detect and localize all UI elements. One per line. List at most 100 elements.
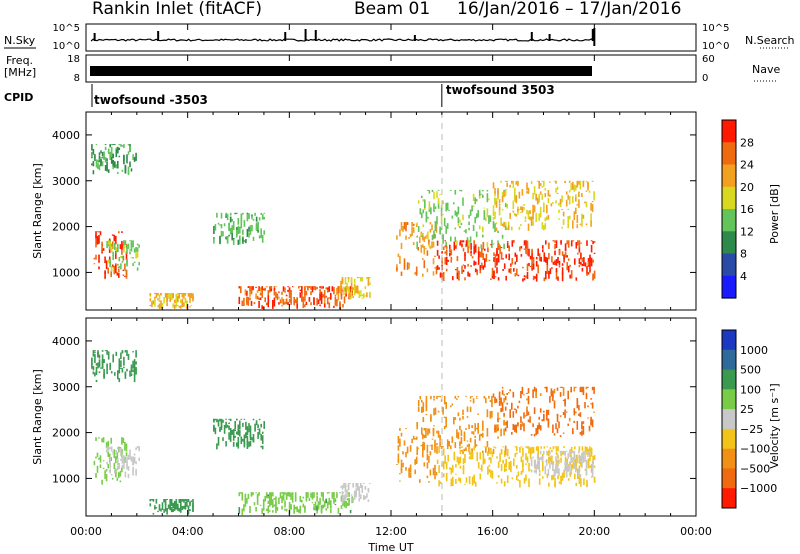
range-gate-cell [454, 395, 457, 399]
range-gate-cell [214, 428, 217, 435]
range-gate-cell [299, 496, 302, 502]
range-gate-cell [570, 454, 572, 464]
range-gate-cell [170, 499, 173, 503]
range-gate-cell [567, 390, 569, 400]
range-gate-cell [189, 306, 191, 308]
range-gate-cell [487, 451, 489, 456]
range-gate-cell [451, 403, 454, 406]
range-gate-cell [187, 505, 190, 508]
range-gate-cell [246, 290, 248, 296]
range-gate-cell [512, 180, 515, 188]
range-gate-cell [339, 286, 341, 294]
range-gate-cell [127, 353, 130, 360]
range-gate-cell [351, 496, 353, 504]
range-gate-cell [220, 230, 223, 237]
range-gate-cell [517, 405, 519, 409]
range-gate-cell [549, 194, 551, 197]
range-gate-cell [494, 188, 496, 194]
range-gate-cell [590, 220, 592, 227]
range-gate-cell [258, 428, 261, 435]
range-gate-cell [257, 424, 259, 428]
range-gate-cell [541, 455, 544, 462]
range-gate-cell [526, 409, 528, 416]
range-gate-cell [568, 190, 571, 193]
range-gate-cell [436, 240, 439, 246]
range-gate-cell [586, 446, 588, 455]
range-gate-cell [132, 263, 134, 266]
range-gate-cell [506, 402, 508, 405]
range-gate-cell [281, 305, 283, 307]
range-gate-cell [259, 292, 262, 296]
range-gate-cell [291, 492, 294, 496]
range-gate-cell [460, 449, 463, 452]
range-gate-cell [248, 214, 250, 220]
range-gate-cell [346, 494, 348, 498]
range-gate-cell [155, 293, 158, 298]
range-gate-cell [403, 222, 406, 230]
range-gate-cell [190, 293, 193, 296]
range-gate-cell [498, 199, 501, 204]
range-gate-cell [581, 268, 584, 272]
range-gate-cell [581, 257, 584, 262]
range-gate-cell [339, 492, 341, 494]
range-gate-cell [269, 498, 271, 507]
range-gate-cell [454, 210, 457, 216]
range-gate-cell [249, 286, 251, 291]
range-gate-cell [585, 180, 588, 183]
range-gate-cell [578, 191, 580, 197]
range-gate-cell [308, 297, 311, 302]
range-gate-cell [527, 388, 530, 394]
range-gate-cell [425, 428, 427, 433]
range-gate-cell [556, 413, 559, 423]
range-gate-cell [464, 265, 466, 269]
range-gate-cell [417, 400, 420, 407]
range-gate-cell [94, 372, 96, 377]
range-gate-cell [436, 216, 438, 225]
range-gate-cell [96, 231, 99, 233]
range-gate-cell [539, 408, 542, 413]
scatter-patch [530, 450, 595, 478]
range-gate-cell [296, 301, 298, 309]
range-gate-cell [240, 222, 243, 229]
range-gate-cell [442, 234, 444, 240]
range-gate-cell [507, 225, 510, 231]
range-gate-cell [157, 305, 159, 308]
range-gate-cell [427, 231, 429, 240]
range-gate-cell [438, 483, 440, 487]
range-gate-cell [112, 153, 114, 159]
range-gate-cell [121, 351, 124, 354]
range-gate-cell [288, 501, 291, 507]
range-gate-cell [232, 237, 235, 245]
range-gate-cell [255, 222, 258, 231]
range-gate-cell [520, 211, 522, 213]
range-gate-cell [262, 499, 265, 507]
range-gate-cell [546, 446, 549, 448]
range-gate-cell [457, 206, 460, 210]
range-gate-cell [590, 403, 592, 405]
range-gate-cell [400, 222, 403, 231]
range-gate-cell [122, 274, 125, 277]
range-gate-cell [330, 509, 332, 514]
range-gate-cell [532, 456, 534, 459]
range-gate-cell [255, 286, 257, 288]
range-gate-cell [462, 409, 464, 415]
colorbar-swatch [722, 164, 736, 188]
range-gate-cell [249, 428, 252, 437]
range-gate-cell [361, 294, 364, 297]
range-gate-cell [556, 186, 559, 190]
scatter-patch [492, 180, 595, 232]
range-gate-cell [428, 428, 431, 434]
range-gate-cell [420, 445, 423, 447]
range-gate-cell [304, 293, 306, 302]
range-gate-cell [463, 434, 466, 442]
range-gate-cell [333, 289, 335, 292]
range-gate-cell [576, 454, 579, 464]
range-gate-cell [350, 279, 353, 288]
range-gate-cell [471, 205, 473, 212]
range-gate-cell [325, 287, 327, 289]
range-gate-cell [581, 462, 583, 465]
range-gate-cell [225, 418, 227, 420]
range-gate-cell [483, 395, 486, 399]
range-gate-cell [106, 461, 108, 465]
range-gate-cell [566, 241, 568, 245]
